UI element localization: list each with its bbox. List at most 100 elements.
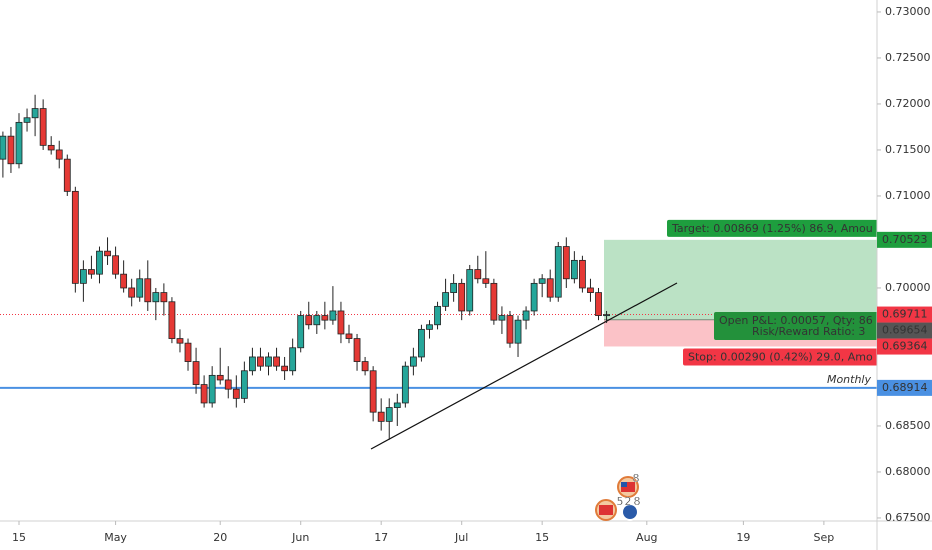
candle-body bbox=[39, 108, 47, 146]
candle-body bbox=[63, 158, 71, 192]
candle-body bbox=[409, 356, 417, 367]
candle-body bbox=[418, 328, 425, 358]
price-tag bbox=[877, 338, 932, 355]
price-tag bbox=[877, 322, 932, 339]
candle-body bbox=[450, 282, 458, 293]
candle-body bbox=[216, 374, 224, 381]
candle-body bbox=[273, 356, 280, 367]
x-tick-label: 19 bbox=[736, 531, 750, 544]
candle-body bbox=[265, 356, 272, 367]
x-tick-label: 20 bbox=[213, 531, 227, 544]
candle-body bbox=[554, 246, 562, 298]
x-tick-label: Aug bbox=[636, 531, 657, 544]
x-tick-label: Jun bbox=[291, 531, 309, 544]
candle-body bbox=[377, 411, 385, 422]
x-tick-label: May bbox=[104, 531, 127, 544]
candle-body bbox=[321, 315, 329, 321]
target-box bbox=[667, 219, 877, 237]
candle-body bbox=[369, 370, 377, 413]
target-label: Target: 0.00869 (1.25%) 86.9, Amou bbox=[667, 219, 877, 237]
candle-body bbox=[23, 117, 31, 123]
pnl-box bbox=[714, 312, 877, 340]
price-tag-label: 0.69364 bbox=[882, 340, 928, 353]
candle-body bbox=[570, 259, 578, 280]
candle-body bbox=[200, 384, 208, 404]
candle-body bbox=[442, 292, 449, 307]
event-flag bbox=[621, 482, 627, 487]
stop-text: Stop: 0.00290 (0.42%) 29.0, Amo bbox=[688, 350, 873, 363]
candle-body bbox=[79, 269, 87, 284]
rr-text: Risk/Reward Ratio: 3 bbox=[752, 325, 865, 338]
candle-body bbox=[482, 278, 490, 284]
candle-body bbox=[426, 324, 433, 330]
y-tick-label: 0.71000 bbox=[885, 189, 931, 202]
candle-body bbox=[506, 315, 514, 344]
candle-body bbox=[361, 361, 369, 372]
candle-body bbox=[88, 269, 95, 275]
candle-body bbox=[144, 278, 152, 303]
candle-body bbox=[587, 287, 594, 293]
x-tick-label: Jul bbox=[454, 531, 468, 544]
candle-body bbox=[474, 269, 482, 280]
events: 85 2 8 bbox=[595, 472, 641, 521]
candle-body bbox=[184, 342, 192, 362]
candle-body bbox=[603, 314, 610, 317]
candle-body bbox=[249, 356, 256, 372]
candle-body bbox=[305, 315, 313, 326]
candle-body bbox=[232, 388, 240, 399]
event-icon bbox=[621, 503, 639, 521]
y-tick-label: 0.72500 bbox=[885, 51, 931, 64]
candle-body bbox=[192, 361, 200, 385]
price-tag-label: 0.70523 bbox=[882, 233, 928, 246]
candle-body bbox=[289, 347, 297, 372]
candle-body bbox=[579, 259, 586, 289]
candle-body bbox=[562, 246, 570, 280]
candle-body bbox=[112, 255, 119, 275]
candle-body bbox=[530, 282, 538, 312]
candle-body bbox=[514, 319, 522, 344]
candle-body bbox=[176, 338, 184, 344]
candle-body bbox=[329, 310, 337, 321]
candle-body bbox=[538, 278, 546, 284]
candle-body bbox=[595, 292, 602, 316]
candle-body bbox=[104, 250, 111, 257]
profit-zone bbox=[604, 239, 877, 320]
event-badge: 8 bbox=[633, 472, 640, 485]
candle-body bbox=[345, 333, 353, 339]
candle-body bbox=[257, 356, 264, 367]
pnl-text: Open P&L: 0.00057, Qty: 86 bbox=[719, 314, 873, 327]
candle-body bbox=[15, 121, 23, 165]
stop-label: Stop: 0.00290 (0.42%) 29.0, Amo bbox=[683, 348, 877, 366]
event-badge: 5 bbox=[617, 495, 624, 508]
candle-body bbox=[401, 365, 409, 404]
price-tag-label: 0.69711 bbox=[882, 308, 928, 321]
candle-body bbox=[522, 310, 530, 321]
candle-body bbox=[71, 190, 79, 284]
candle-body bbox=[7, 135, 15, 165]
candle-body bbox=[281, 365, 289, 372]
candle-body bbox=[47, 144, 55, 151]
event-flag bbox=[599, 505, 613, 515]
candle-body bbox=[55, 149, 63, 160]
candle-body bbox=[353, 338, 361, 362]
price-tag bbox=[877, 231, 932, 248]
candle-body bbox=[434, 305, 441, 326]
x-tick-label: 17 bbox=[374, 531, 388, 544]
event-flag bbox=[621, 482, 635, 492]
candle-body bbox=[458, 282, 466, 312]
event-badge: 8 bbox=[634, 495, 641, 508]
candle-body bbox=[337, 310, 345, 335]
y-tick-label: 0.70000 bbox=[885, 281, 931, 294]
candle-body bbox=[393, 402, 401, 408]
x-tick-label: 15 bbox=[12, 531, 26, 544]
y-tick-label: 0.73000 bbox=[885, 5, 931, 18]
candle-body bbox=[152, 292, 160, 303]
y-tick-label: 0.67500 bbox=[885, 511, 931, 524]
target-text: Target: 0.00869 (1.25%) 86.9, Amou bbox=[671, 222, 873, 235]
candle-body bbox=[168, 301, 176, 339]
candle-body bbox=[385, 407, 393, 422]
